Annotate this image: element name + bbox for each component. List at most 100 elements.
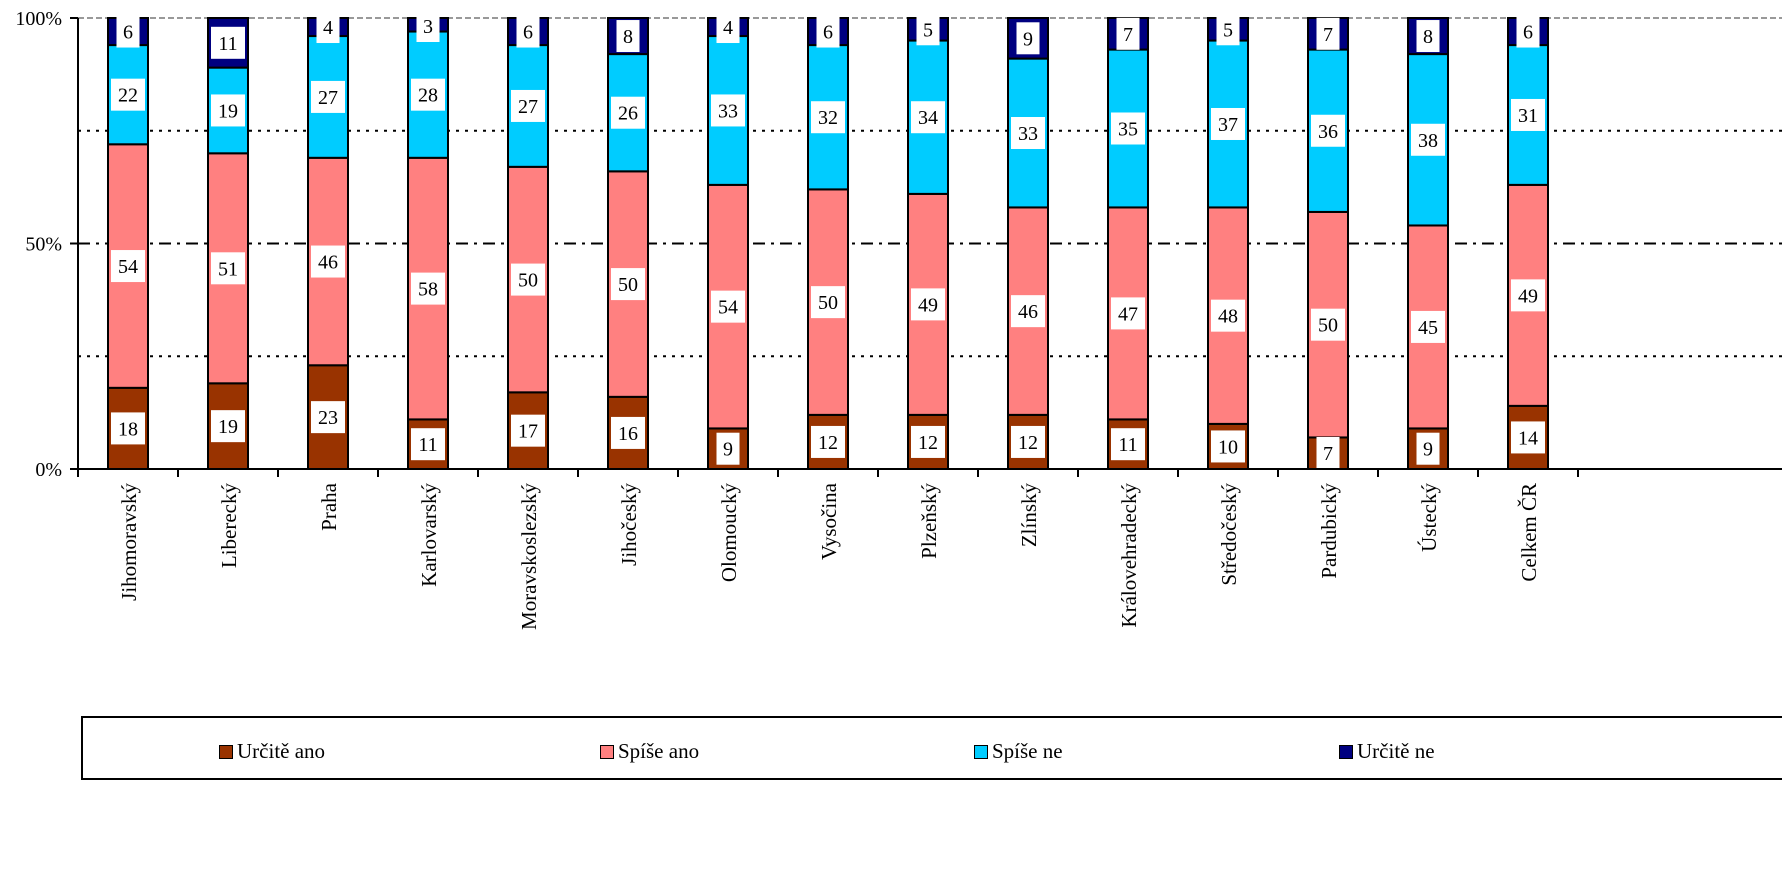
y-tick-label: 50% bbox=[25, 234, 62, 256]
data-label-bg bbox=[411, 272, 445, 305]
data-label: 33 bbox=[718, 100, 738, 122]
data-label: 10 bbox=[1218, 436, 1238, 458]
data-label: 49 bbox=[1518, 285, 1538, 307]
legend-item-urcite-ne: Určitě ne bbox=[1339, 739, 1435, 764]
data-label: 19 bbox=[218, 100, 238, 122]
data-label-bg bbox=[611, 268, 645, 301]
legend-label: Určitě ne bbox=[1357, 739, 1435, 763]
data-label-bg bbox=[1316, 17, 1340, 50]
data-label-bg bbox=[711, 94, 745, 127]
legend-swatch bbox=[219, 744, 233, 759]
data-label: 6 bbox=[1523, 22, 1533, 44]
data-label: 48 bbox=[1218, 306, 1238, 328]
x-tick-labels: Jihomoravský Liberecký Praha Karlovarský Mor… bbox=[117, 482, 1541, 630]
data-label-bg bbox=[111, 78, 145, 111]
data-label-bg bbox=[1511, 279, 1545, 312]
data-label: 23 bbox=[318, 407, 338, 429]
legend-item-spise-ne: Spíše ne bbox=[974, 739, 1063, 764]
data-label-bg bbox=[211, 94, 245, 127]
data-label: 9 bbox=[1423, 439, 1433, 461]
data-label: 26 bbox=[618, 103, 638, 125]
data-label-bg bbox=[311, 401, 345, 434]
data-label-bg bbox=[811, 286, 845, 319]
data-label-bg bbox=[1216, 13, 1240, 46]
x-tick-label: Ústecký bbox=[1417, 483, 1441, 552]
x-tick-label: Vysočina bbox=[817, 482, 841, 560]
x-tick-label: Celkem ČR bbox=[1517, 483, 1541, 582]
x-tick-label: Jihomoravský bbox=[117, 483, 141, 601]
x-tick-label: Jihočeský bbox=[617, 483, 641, 566]
data-label: 5 bbox=[923, 19, 933, 41]
data-label: 22 bbox=[118, 85, 138, 107]
data-label-bg bbox=[911, 101, 945, 134]
data-label-bg bbox=[116, 15, 140, 48]
stacked-bar-chart: 1854226195119112346274115828317502761650… bbox=[15, 8, 1782, 630]
data-label: 6 bbox=[823, 22, 833, 44]
data-label: 5 bbox=[1223, 19, 1233, 41]
data-label-bg bbox=[716, 432, 740, 465]
data-label: 8 bbox=[1423, 26, 1433, 48]
data-label-bg bbox=[411, 428, 445, 461]
axes bbox=[70, 17, 1782, 477]
x-tick-label: Karlovarský bbox=[417, 483, 441, 587]
legend-label: Spíše ano bbox=[618, 739, 700, 763]
data-label-bg bbox=[1016, 22, 1040, 55]
data-label: 7 bbox=[1323, 443, 1333, 465]
data-label: 46 bbox=[1018, 301, 1038, 323]
data-label: 17 bbox=[518, 421, 538, 443]
data-label: 54 bbox=[118, 256, 138, 278]
data-label: 45 bbox=[1418, 317, 1438, 339]
legend-label: Určitě ano bbox=[237, 739, 326, 763]
data-label-bg bbox=[716, 11, 740, 44]
data-label-bg bbox=[211, 26, 245, 59]
data-label-bg bbox=[1511, 98, 1545, 131]
data-label: 11 bbox=[418, 434, 437, 456]
data-label: 38 bbox=[1418, 130, 1438, 152]
data-label-bg bbox=[611, 416, 645, 449]
x-tick-label: Liberecký bbox=[217, 483, 241, 569]
data-label-bg bbox=[911, 425, 945, 458]
data-label-bg bbox=[516, 15, 540, 48]
data-label: 34 bbox=[918, 107, 938, 129]
data-label: 19 bbox=[218, 416, 238, 438]
data-label: 27 bbox=[318, 87, 338, 109]
data-label-bg bbox=[916, 13, 940, 46]
data-label-bg bbox=[411, 78, 445, 111]
data-label-bg bbox=[1116, 17, 1140, 50]
data-label: 50 bbox=[818, 292, 838, 314]
data-label-bg bbox=[211, 410, 245, 443]
data-label: 6 bbox=[123, 22, 133, 44]
data-label: 8 bbox=[623, 26, 633, 48]
data-label: 12 bbox=[1018, 432, 1038, 454]
data-label-bg bbox=[416, 10, 440, 42]
data-label: 14 bbox=[1518, 427, 1538, 449]
data-label: 9 bbox=[1023, 28, 1033, 50]
x-tick-label: Moravskoslezský bbox=[517, 483, 541, 630]
data-label-bg bbox=[616, 20, 640, 53]
data-label: 7 bbox=[1323, 24, 1333, 46]
bars: 1854226195119112346274115828317502761650… bbox=[107, 10, 1549, 471]
legend-swatch bbox=[974, 744, 988, 759]
data-label-bg bbox=[1411, 123, 1445, 156]
data-label: 51 bbox=[218, 258, 238, 280]
data-label-bg bbox=[111, 412, 145, 445]
legend-item-spise-ano: Spíše ano bbox=[600, 739, 699, 764]
data-label-bg bbox=[611, 96, 645, 129]
x-tick-label: Zlínský bbox=[1017, 483, 1041, 548]
data-label: 50 bbox=[1318, 315, 1338, 337]
data-label-bg bbox=[911, 288, 945, 321]
legend-swatch bbox=[600, 744, 614, 759]
data-label: 31 bbox=[1518, 105, 1538, 127]
data-label-bg bbox=[811, 425, 845, 458]
data-label-bg bbox=[311, 80, 345, 113]
x-tick-label: Plzeňský bbox=[917, 483, 941, 559]
data-label: 6 bbox=[523, 22, 533, 44]
data-label-bg bbox=[1416, 20, 1440, 53]
data-label: 18 bbox=[118, 418, 138, 440]
data-label-bg bbox=[311, 245, 345, 278]
data-label: 58 bbox=[418, 279, 438, 301]
data-label-bg bbox=[1316, 437, 1340, 469]
data-label-bg bbox=[1111, 112, 1145, 145]
legend: Určitě ano Spíše ano Spíše ne Určitě ne bbox=[81, 716, 1782, 780]
legend-item-urcite-ano: Určitě ano bbox=[219, 739, 325, 764]
